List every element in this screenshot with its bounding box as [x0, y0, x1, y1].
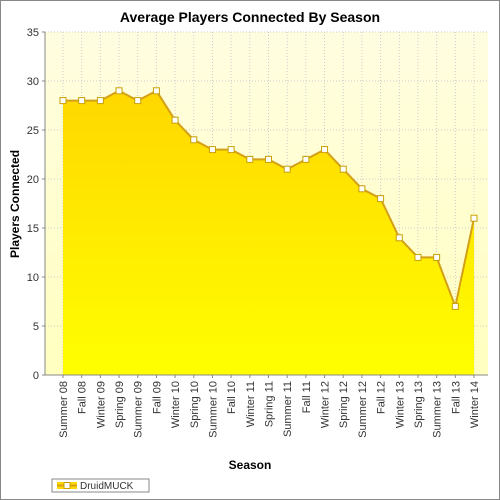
x-tick-label: Summer 13 [432, 381, 444, 438]
point [152, 87, 160, 95]
y-tick-label: 20 [27, 174, 39, 186]
point [96, 97, 104, 105]
point [134, 97, 142, 105]
x-tick-label: Winter 12 [320, 381, 332, 428]
x-tick-label: Summer 11 [282, 381, 294, 437]
x-axis-title: Season [229, 458, 272, 472]
point [246, 155, 254, 163]
x-tick-label: Fall 12 [376, 381, 388, 414]
x-tick-label: Spring 10 [189, 381, 201, 428]
x-tick-label: Fall 09 [151, 381, 163, 414]
point [302, 155, 310, 163]
x-tick-label: Fall 13 [450, 381, 462, 414]
legend-label: DruidMUCK [80, 481, 134, 492]
point [78, 97, 86, 105]
y-tick-label: 5 [33, 321, 39, 333]
x-tick-label: Fall 10 [226, 381, 238, 414]
point [377, 195, 385, 203]
point [433, 253, 441, 261]
x-tick-label: Fall 08 [77, 381, 89, 414]
y-tick-label: 25 [27, 125, 39, 137]
y-axis-title: Players Connected [8, 150, 22, 258]
point [339, 165, 347, 173]
x-tick-label: Summer 10 [207, 381, 219, 438]
x-tick-label: Spring 12 [338, 381, 350, 428]
point [451, 302, 459, 310]
x-tick-label: Summer 08 [58, 381, 70, 438]
point [283, 165, 291, 173]
point [358, 185, 366, 193]
point [190, 136, 198, 144]
point [321, 146, 329, 154]
x-tick-label: Winter 10 [170, 381, 182, 428]
x-tick-label: Spring 13 [413, 381, 425, 428]
area [63, 90, 474, 376]
point [208, 146, 216, 154]
x-tick-label: Winter 09 [95, 381, 107, 428]
x-tick-label: Spring 09 [114, 381, 126, 428]
point [171, 116, 179, 124]
x-tick-label: Winter 11 [245, 381, 257, 427]
y-tick-label: 15 [27, 223, 39, 235]
legend-marker [63, 482, 71, 489]
x-tick-label: Winter 14 [469, 381, 481, 428]
x-tick-label: Summer 09 [133, 381, 145, 438]
point [470, 214, 478, 222]
x-tick-label: Winter 13 [394, 381, 406, 428]
y-tick-label: 10 [27, 272, 39, 284]
point [395, 234, 403, 242]
point [227, 146, 235, 154]
y-tick-label: 35 [27, 27, 39, 39]
point [115, 87, 123, 95]
y-tick-label: 30 [27, 76, 39, 88]
x-tick-label: Spring 11 [264, 381, 276, 427]
y-tick-label: 0 [33, 370, 39, 382]
chart-title: Average Players Connected By Season [120, 9, 380, 25]
x-tick-label: Fall 11 [301, 381, 313, 413]
point [414, 253, 422, 261]
point [265, 155, 272, 163]
point [59, 97, 67, 105]
x-tick-label: Summer 12 [357, 381, 369, 438]
